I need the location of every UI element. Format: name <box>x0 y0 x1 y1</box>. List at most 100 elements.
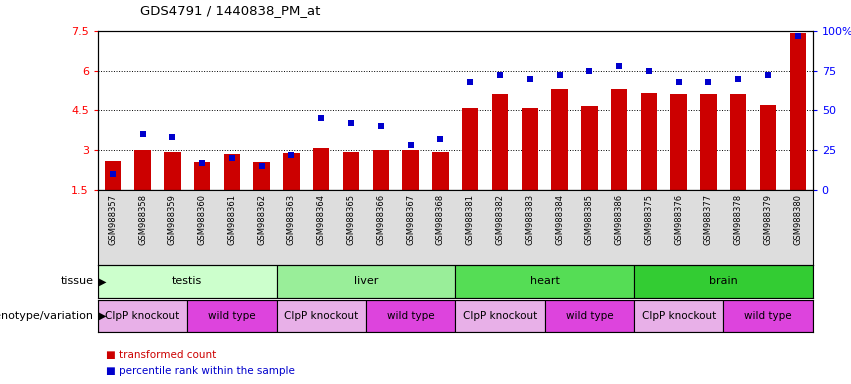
Point <box>642 68 655 74</box>
Bar <box>254 162 270 190</box>
Text: GSM988362: GSM988362 <box>257 194 266 245</box>
Text: liver: liver <box>354 276 378 286</box>
Text: ClpP knockout: ClpP knockout <box>106 311 180 321</box>
Text: ■ transformed count: ■ transformed count <box>106 350 217 360</box>
Point <box>136 131 150 137</box>
Point <box>463 79 477 85</box>
Bar <box>634 300 723 332</box>
Point <box>761 72 774 78</box>
Text: GSM988382: GSM988382 <box>495 194 505 245</box>
Bar <box>343 152 359 190</box>
Bar <box>164 152 180 190</box>
Text: wild type: wild type <box>745 311 791 321</box>
Text: GSM988358: GSM988358 <box>138 194 147 245</box>
Text: GSM988361: GSM988361 <box>227 194 237 245</box>
Bar <box>522 108 538 190</box>
Point <box>225 155 238 161</box>
Bar <box>432 152 448 190</box>
Text: GSM988363: GSM988363 <box>287 194 296 245</box>
Text: ClpP knockout: ClpP knockout <box>463 311 537 321</box>
Point <box>493 72 506 78</box>
Text: GSM988380: GSM988380 <box>793 194 802 245</box>
Bar <box>403 150 419 190</box>
Bar <box>134 150 151 190</box>
Text: testis: testis <box>172 276 203 286</box>
Text: GSM988378: GSM988378 <box>734 194 743 245</box>
Bar <box>455 300 545 332</box>
Text: GSM988386: GSM988386 <box>614 194 624 245</box>
Bar <box>545 300 634 332</box>
Text: GSM988366: GSM988366 <box>376 194 386 245</box>
Text: GSM988385: GSM988385 <box>585 194 594 245</box>
Text: wild type: wild type <box>208 311 255 321</box>
Bar <box>492 94 508 190</box>
Point <box>403 142 417 149</box>
Bar <box>455 265 634 298</box>
Text: GSM988364: GSM988364 <box>317 194 326 245</box>
Bar <box>551 89 568 190</box>
Bar <box>313 147 329 190</box>
Bar <box>611 89 627 190</box>
Text: GSM988377: GSM988377 <box>704 194 713 245</box>
Bar <box>98 300 187 332</box>
Point <box>315 115 328 121</box>
Point <box>582 68 596 74</box>
Text: GSM988383: GSM988383 <box>525 194 534 245</box>
Bar <box>194 162 210 190</box>
Text: tissue: tissue <box>60 276 94 286</box>
Text: GSM988368: GSM988368 <box>436 194 445 245</box>
Text: GDS4791 / 1440838_PM_at: GDS4791 / 1440838_PM_at <box>140 4 321 17</box>
Bar <box>366 300 455 332</box>
Text: ▶: ▶ <box>99 311 106 321</box>
Text: wild type: wild type <box>387 311 434 321</box>
Bar <box>224 154 240 190</box>
Text: ClpP knockout: ClpP knockout <box>642 311 716 321</box>
Point <box>701 79 715 85</box>
Bar <box>105 161 121 190</box>
Text: wild type: wild type <box>566 311 613 321</box>
Point <box>791 32 805 38</box>
Bar <box>98 265 277 298</box>
Point <box>106 171 119 177</box>
Text: heart: heart <box>529 276 560 286</box>
Text: GSM988357: GSM988357 <box>108 194 117 245</box>
Bar <box>187 300 277 332</box>
Bar <box>760 105 776 190</box>
Point <box>433 136 448 142</box>
Point <box>344 120 357 126</box>
Text: ▶: ▶ <box>99 276 106 286</box>
Bar <box>277 300 366 332</box>
Bar <box>790 33 806 190</box>
Bar <box>277 265 455 298</box>
Text: GSM988359: GSM988359 <box>168 194 177 245</box>
Text: GSM988384: GSM988384 <box>555 194 564 245</box>
Text: genotype/variation: genotype/variation <box>0 311 94 321</box>
Bar <box>634 265 813 298</box>
Point <box>523 76 536 82</box>
Bar <box>373 150 389 190</box>
Point <box>255 163 269 169</box>
Text: ■ percentile rank within the sample: ■ percentile rank within the sample <box>106 366 295 376</box>
Text: GSM988367: GSM988367 <box>406 194 415 245</box>
Text: GSM988379: GSM988379 <box>763 194 773 245</box>
Point <box>553 72 567 78</box>
Text: GSM988360: GSM988360 <box>197 194 207 245</box>
Text: GSM988381: GSM988381 <box>465 194 475 245</box>
Bar <box>700 94 717 190</box>
Point <box>612 63 625 69</box>
Text: GSM988365: GSM988365 <box>346 194 356 245</box>
Point <box>672 79 686 85</box>
Bar <box>462 108 478 190</box>
Text: GSM988375: GSM988375 <box>644 194 654 245</box>
Bar <box>730 94 746 190</box>
Point <box>731 76 745 82</box>
Bar <box>671 94 687 190</box>
Text: brain: brain <box>709 276 738 286</box>
Point <box>165 134 179 141</box>
Text: ClpP knockout: ClpP knockout <box>284 311 358 321</box>
Point <box>284 152 298 158</box>
Bar <box>283 153 300 190</box>
Bar <box>723 300 813 332</box>
Point <box>374 123 387 129</box>
Bar <box>641 93 657 190</box>
